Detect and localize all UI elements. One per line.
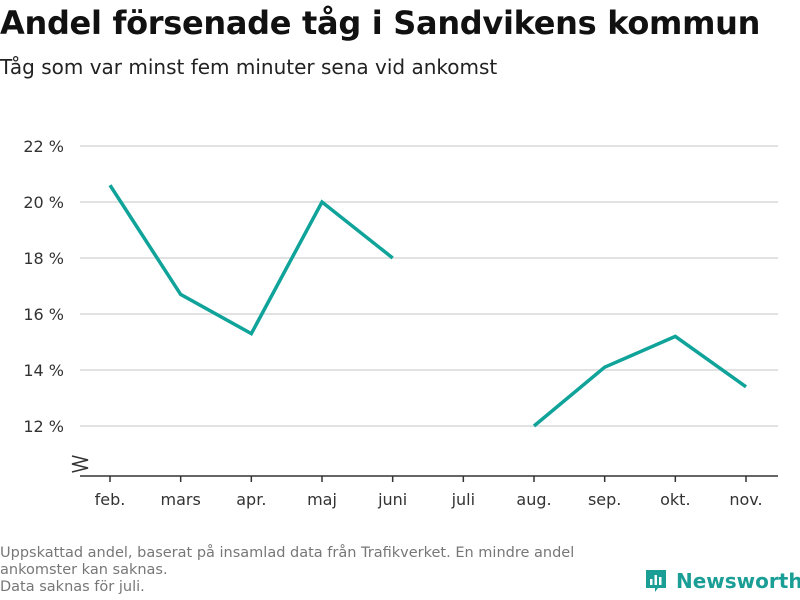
y-tick-label: 14 %: [23, 361, 64, 380]
series-lines: [108, 184, 748, 428]
x-tick-label: mars: [161, 490, 201, 509]
x-axis: feb. mars apr. maj juni juli aug. sep. okt. nov.: [71, 455, 778, 509]
chart-subtitle: Tåg som var minst fem minuter sena vid a…: [0, 55, 498, 79]
x-tick-label: juli: [451, 490, 475, 509]
newsworthy-logo[interactable]: Newsworthy: [644, 568, 800, 594]
footnote-source: Uppskattad andel, baserat på insamlad da…: [0, 545, 575, 578]
series-line-segment: [108, 184, 394, 336]
y-tick-label: 16 %: [23, 305, 64, 324]
x-tick-label: okt.: [660, 490, 690, 509]
series-line-segment: [532, 334, 748, 428]
y-tick-label: 20 %: [23, 193, 64, 212]
x-tick-label: feb.: [95, 490, 126, 509]
y-tick-label: 22 %: [23, 137, 64, 156]
y-tick-label: 12 %: [23, 417, 64, 436]
bar-chart-icon: [646, 570, 666, 592]
x-tick-label: nov.: [729, 490, 762, 509]
brand-name: Newsworthy: [676, 569, 800, 593]
x-tick-label: maj: [307, 490, 337, 509]
gridlines: [80, 145, 778, 427]
x-tick-label: juni: [377, 490, 407, 509]
footnote-missing-data: Data saknas för juli.: [0, 579, 145, 595]
chart-title: Andel försenade tåg i Sandvikens kommun: [0, 4, 761, 42]
footnote: Uppskattad andel, baserat på insamlad da…: [0, 545, 640, 596]
x-tick-label: sep.: [588, 490, 621, 509]
axis-break-icon: [71, 455, 89, 473]
y-tick-label: 18 %: [23, 249, 64, 268]
y-axis-ticks: 12 % 14 % 16 % 18 % 20 % 22 %: [23, 137, 64, 436]
x-tick-label: apr.: [236, 490, 266, 509]
x-tick-label: aug.: [516, 490, 551, 509]
